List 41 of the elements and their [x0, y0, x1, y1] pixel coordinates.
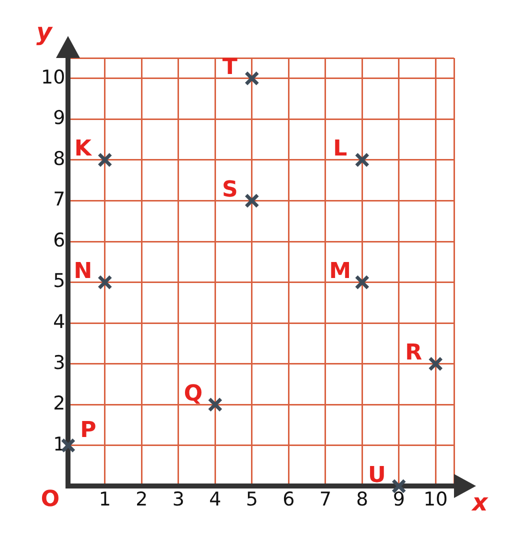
y-tick-label: 5 — [53, 270, 66, 292]
x-tick-label: 2 — [136, 488, 148, 511]
annotation: Q — [184, 381, 203, 406]
x-tick-label: 1 — [98, 488, 111, 511]
y-tick-label: 4 — [53, 311, 66, 334]
y-tick-label: 7 — [53, 188, 66, 211]
y-tick-label: 2 — [53, 392, 66, 415]
annotation: S — [222, 177, 238, 202]
y-axis-title: y — [36, 18, 54, 46]
annotation: T — [222, 55, 238, 80]
y-tick-label: 6 — [53, 229, 66, 252]
y-tick-label: 8 — [53, 148, 66, 170]
x-tick-label: 3 — [172, 488, 184, 511]
point — [244, 193, 260, 208]
point — [208, 397, 223, 412]
annotation: N — [74, 259, 92, 284]
point — [98, 274, 112, 290]
x-tick-label: 9 — [392, 488, 405, 511]
annotation: P — [80, 418, 96, 444]
point — [244, 70, 260, 86]
point — [354, 152, 370, 168]
x-tick-label: 6 — [282, 488, 295, 511]
point — [428, 356, 444, 372]
y-tick-label: 3 — [53, 352, 66, 374]
annotation: K — [74, 136, 92, 162]
y-tick-label: 9 — [53, 107, 66, 130]
point — [354, 274, 370, 290]
y-tick-label: 1 — [53, 433, 66, 456]
annotation: R — [405, 340, 422, 366]
x-tick-label: 7 — [319, 488, 332, 511]
x-axis-title: x — [471, 488, 490, 516]
annotation: M — [329, 259, 352, 284]
x-tick-label: 10 — [424, 488, 448, 511]
x-tick-label: 4 — [209, 488, 222, 511]
text: O — [40, 486, 60, 512]
y-tick-label: 10 — [40, 66, 66, 88]
x-tick-label: 8 — [356, 488, 368, 511]
x-tick-label: 5 — [246, 488, 258, 511]
annotation: U — [368, 462, 386, 488]
annotation: L — [333, 136, 348, 162]
point — [98, 152, 112, 168]
